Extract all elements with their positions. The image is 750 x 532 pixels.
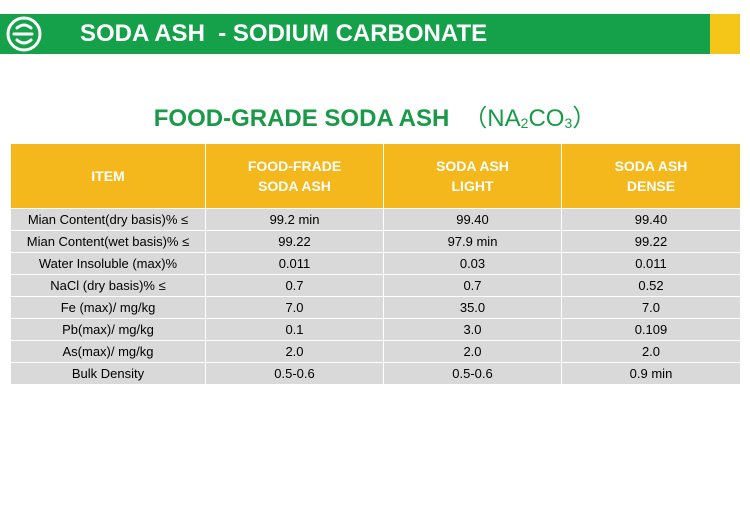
table-cell: 2.0 [561, 340, 741, 363]
header-row: ITEM FOOD-FRADE SODA ASH SODA ASH LIGHT SOD… [10, 143, 741, 209]
table-cell: 0.109 [561, 318, 741, 341]
table-row: As(max)/ mg/kg 2.0 2.0 2.0 [10, 340, 741, 363]
banner-title: SODA ASH - SODIUM CARBONATE [80, 20, 488, 47]
table-row: Water Insoluble (max)% 0.011 0.03 0.011 [10, 252, 741, 275]
logo [6, 16, 42, 52]
heading: FOOD-GRADE SODA ASH （NA2CO3） [0, 98, 750, 133]
formula: （NA2CO3） [463, 105, 596, 132]
table-cell: 2.0 [383, 340, 562, 363]
table-row: Pb(max)/ mg/kg 0.1 3.0 0.109 [10, 318, 741, 341]
column-header: SODA ASH LIGHT [383, 143, 562, 209]
table-cell: 99.22 [561, 230, 741, 253]
table-body: Mian Content(dry basis)% ≤99.2 min 99.40 9… [10, 208, 741, 385]
column-header: FOOD-FRADE SODA ASH [205, 143, 384, 209]
table-cell: 7.0 [205, 296, 384, 319]
table-cell: 0.1 [205, 318, 384, 341]
table-cell: Water Insoluble (max)% [10, 252, 206, 275]
table-cell: Mian Content(dry basis)% ≤ [10, 208, 206, 231]
spec-table: ITEM FOOD-FRADE SODA ASH SODA ASH LIGHT SOD… [10, 143, 741, 385]
table-cell: 35.0 [383, 296, 562, 319]
formula-part: ） [572, 105, 597, 132]
table-cell: 0.011 [205, 252, 384, 275]
formula-part: （NA [463, 105, 521, 132]
table-row: Mian Content(dry basis)% ≤99.2 min 99.40 9… [10, 208, 741, 231]
table-row: Mian Content(wet basis)% ≤99.22 97.9 min 9… [10, 230, 741, 253]
table-cell: 99.40 [383, 208, 562, 231]
table-cell: 0.5-0.6 [205, 362, 384, 385]
table-cell: As(max)/ mg/kg [10, 340, 206, 363]
banner-accent [710, 14, 740, 54]
table-cell: 2.0 [205, 340, 384, 363]
column-header: SODA ASH DENSE [561, 143, 741, 209]
table-cell: 99.2 min [205, 208, 384, 231]
table-cell: Bulk Density [10, 362, 206, 385]
heading-title: FOOD-GRADE SODA ASH [153, 105, 450, 132]
formula-part: CO [528, 105, 565, 132]
table-cell: 99.40 [561, 208, 741, 231]
table-cell: 0.03 [383, 252, 562, 275]
table-cell: 0.7 [205, 274, 384, 297]
table-cell: 7.0 [561, 296, 741, 319]
table-row: Fe (max)/ mg/kg 7.0 35.0 7.0 [10, 296, 741, 319]
table-cell: 0.52 [561, 274, 741, 297]
table-cell: 3.0 [383, 318, 562, 341]
table-row: NaCl (dry basis)% ≤0.7 0.7 0.52 [10, 274, 741, 297]
table-cell: 0.9 min [561, 362, 741, 385]
banner: SODA ASH - SODIUM CARBONATE [0, 14, 740, 54]
table-cell: 0.5-0.6 [383, 362, 562, 385]
table-cell: 0.7 [383, 274, 562, 297]
formula-sub: 2 [520, 115, 529, 131]
table-cell: 0.011 [561, 252, 741, 275]
table-cell: Pb(max)/ mg/kg [10, 318, 206, 341]
table-row: Bulk Density 0.5-0.6 0.5-0.6 0.9 min [10, 362, 741, 385]
table-cell: NaCl (dry basis)% ≤ [10, 274, 206, 297]
table-cell: 97.9 min [383, 230, 562, 253]
column-header: ITEM [10, 143, 206, 209]
formula-sub: 3 [564, 115, 573, 131]
table-cell: Fe (max)/ mg/kg [10, 296, 206, 319]
table-cell: Mian Content(wet basis)% ≤ [10, 230, 206, 253]
table-cell: 99.22 [205, 230, 384, 253]
